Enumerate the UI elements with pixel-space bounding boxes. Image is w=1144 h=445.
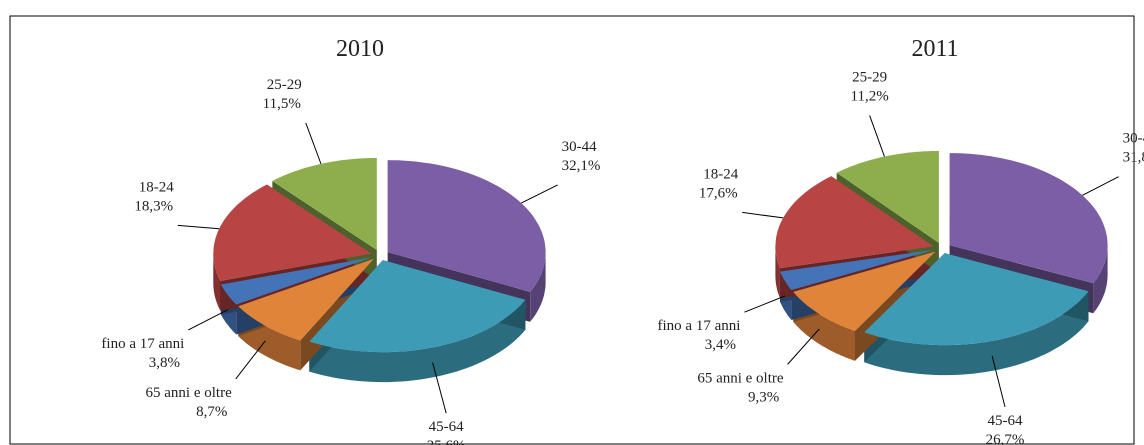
value-label: 9,3% bbox=[748, 389, 779, 405]
category-label: 65 anni e oltre bbox=[697, 370, 784, 386]
leader-line bbox=[787, 328, 820, 365]
header-strip bbox=[0, 0, 1144, 14]
leader-line bbox=[177, 224, 220, 230]
leader-line bbox=[742, 211, 784, 219]
leader-line bbox=[188, 309, 228, 331]
category-label: 65 anni e oltre bbox=[146, 385, 233, 401]
slice bbox=[836, 150, 939, 243]
category-label: 30-44 bbox=[1123, 131, 1144, 147]
leader-line bbox=[235, 340, 266, 380]
leader-line bbox=[1082, 176, 1119, 196]
value-label: 11,2% bbox=[851, 88, 889, 104]
slice bbox=[775, 176, 934, 269]
chart-title: 2010 bbox=[336, 36, 384, 62]
leader-line bbox=[521, 184, 558, 204]
category-label: 30-44 bbox=[562, 139, 597, 155]
slice bbox=[949, 153, 1108, 284]
value-label: 3,8% bbox=[149, 355, 180, 371]
leader-line bbox=[744, 295, 786, 313]
value-label: 26,7% bbox=[986, 432, 1025, 445]
slice bbox=[220, 257, 372, 305]
leader-line bbox=[432, 362, 447, 414]
slice-side bbox=[775, 246, 780, 299]
value-label: 18,3% bbox=[134, 198, 173, 214]
category-label: 18-24 bbox=[703, 166, 738, 182]
category-label: 25-29 bbox=[852, 69, 887, 85]
value-label: 11,5% bbox=[263, 96, 301, 112]
value-label: 32,1% bbox=[562, 158, 601, 174]
category-label: fino a 17 anni bbox=[101, 336, 184, 352]
category-label: 45-64 bbox=[988, 413, 1023, 429]
slice-side bbox=[1093, 245, 1108, 314]
value-label: 8,7% bbox=[196, 404, 227, 420]
value-label: 25,6% bbox=[427, 438, 466, 445]
slice bbox=[864, 253, 1089, 346]
leader-line bbox=[991, 355, 1006, 408]
leader-line bbox=[869, 115, 885, 157]
category-label: fino a 17 anni bbox=[658, 318, 741, 334]
leader-line bbox=[305, 122, 322, 165]
chart-title: 2011 bbox=[911, 36, 958, 62]
slice bbox=[309, 260, 526, 353]
value-label: 17,6% bbox=[699, 185, 738, 201]
slice bbox=[793, 251, 936, 331]
category-label: 18-24 bbox=[139, 179, 174, 195]
slice bbox=[272, 157, 377, 250]
slice bbox=[238, 258, 374, 341]
slice bbox=[213, 184, 372, 281]
category-label: 45-64 bbox=[429, 419, 464, 435]
slice-side bbox=[309, 299, 526, 383]
slice-side bbox=[530, 252, 546, 322]
slice-side bbox=[864, 291, 1089, 376]
slice bbox=[780, 249, 934, 290]
category-label: 25-29 bbox=[267, 77, 302, 93]
value-label: 3,4% bbox=[705, 337, 736, 353]
value-label: 31,8% bbox=[1123, 150, 1144, 166]
slice-side bbox=[213, 253, 221, 311]
slice bbox=[387, 160, 546, 292]
